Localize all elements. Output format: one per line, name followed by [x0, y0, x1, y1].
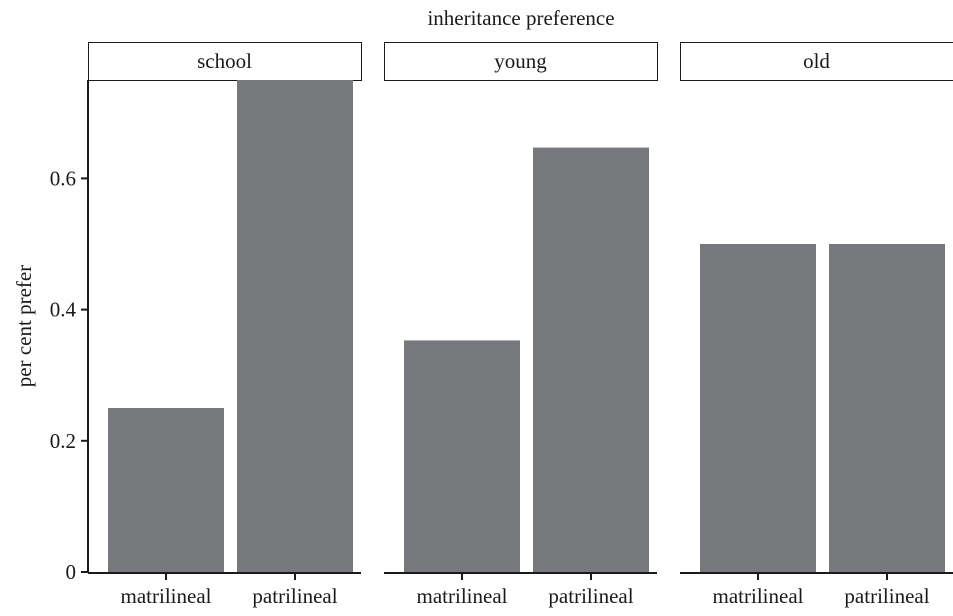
bar-school-patrilineal — [237, 80, 353, 572]
x-tick-label: matrilineal — [713, 584, 804, 608]
bar-young-matrilineal — [404, 340, 520, 572]
y-tick-label: 0.4 — [50, 298, 77, 322]
facet-panel-young: young matrilineal patrilineal — [384, 43, 658, 609]
bar-young-patrilineal — [533, 148, 649, 572]
facet-panels: school matrilineal patrilineal young matrili… — [88, 43, 953, 609]
bar-old-matrilineal — [700, 244, 816, 572]
x-tick-label: patrilineal — [548, 584, 633, 608]
chart-title: inheritance preference — [427, 6, 614, 30]
facet-panel-school: school matrilineal patrilineal — [88, 43, 362, 609]
y-axis: 0 0.2 0.4 0.6 — [50, 80, 88, 584]
bar-school-matrilineal — [108, 408, 224, 572]
y-tick-label: 0 — [66, 560, 77, 584]
x-tick-label: matrilineal — [121, 584, 212, 608]
y-axis-title: per cent prefer — [12, 265, 36, 387]
facet-strip-label: young — [494, 49, 547, 73]
y-tick-label: 0.6 — [50, 166, 76, 190]
facet-strip-label: school — [197, 49, 252, 73]
x-tick-label: matrilineal — [417, 584, 508, 608]
facet-strip-label: old — [803, 49, 830, 73]
y-tick-label: 0.2 — [50, 429, 76, 453]
x-tick-label: patrilineal — [844, 584, 929, 608]
bar-old-patrilineal — [829, 244, 945, 572]
x-tick-label: patrilineal — [252, 584, 337, 608]
facet-panel-old: old matrilineal patrilineal — [680, 43, 953, 609]
